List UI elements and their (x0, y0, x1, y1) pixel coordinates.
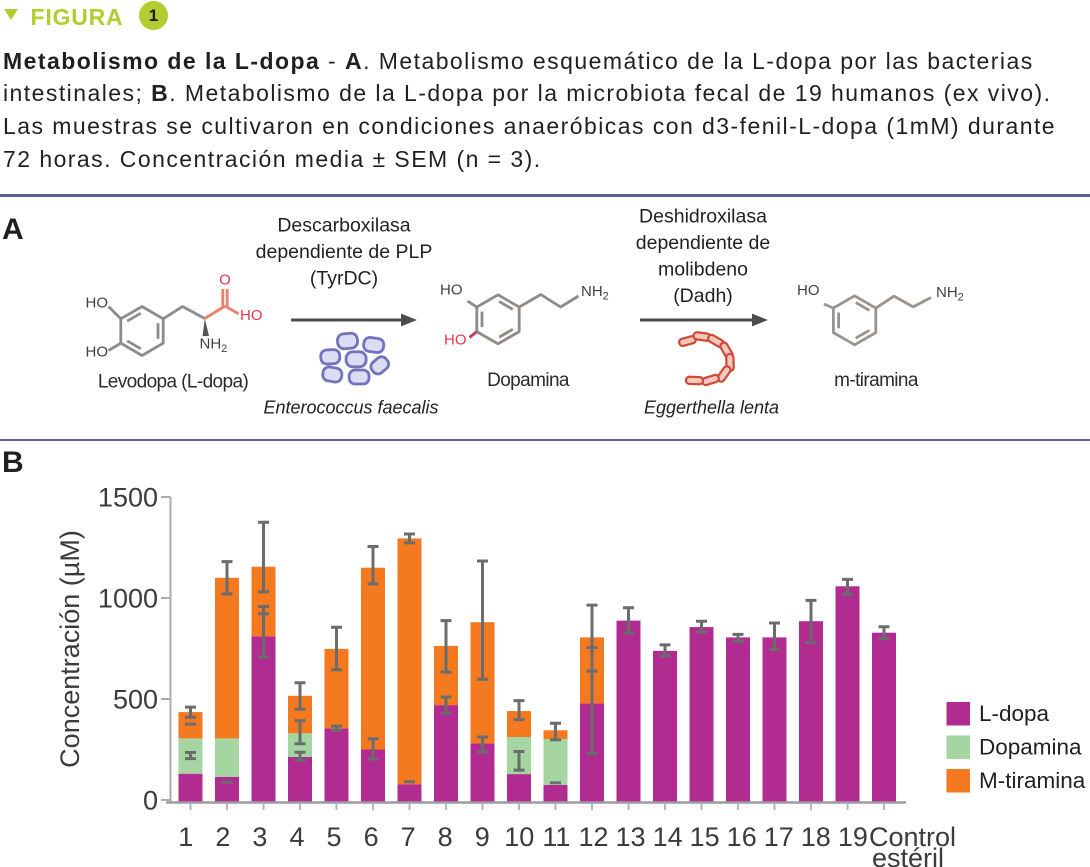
svg-text:1000: 1000 (98, 584, 158, 614)
svg-text:Concentración (µM): Concentración (µM) (55, 530, 85, 768)
svg-text:Enterococcus faecalis: Enterococcus faecalis (263, 398, 438, 418)
svg-text:14: 14 (653, 822, 683, 852)
svg-text:0: 0 (143, 786, 158, 816)
svg-text:Dopamina: Dopamina (487, 370, 570, 391)
svg-text:M-tiramina: M-tiramina (979, 768, 1086, 793)
svg-text:9: 9 (475, 822, 490, 852)
svg-text:HO: HO (86, 344, 109, 361)
svg-text:dependiente de PLP: dependiente de PLP (256, 241, 433, 263)
svg-text:11: 11 (542, 822, 570, 852)
svg-text:15: 15 (690, 822, 720, 852)
svg-text:1: 1 (178, 822, 193, 852)
svg-text:HO: HO (797, 282, 820, 299)
svg-text:18: 18 (801, 822, 831, 852)
svg-text:1500: 1500 (98, 483, 158, 513)
svg-text:500: 500 (113, 685, 158, 715)
svg-text:19: 19 (838, 822, 868, 852)
svg-text:(TyrDC): (TyrDC) (310, 268, 378, 290)
svg-text:molibdeno: molibdeno (658, 259, 748, 281)
svg-text:HO: HO (444, 332, 467, 349)
svg-text:3: 3 (252, 822, 267, 852)
svg-text:6: 6 (364, 822, 379, 852)
svg-text:HO: HO (240, 307, 263, 324)
svg-text:(Dadh): (Dadh) (673, 285, 733, 307)
svg-text:17: 17 (764, 822, 794, 852)
svg-text:10: 10 (504, 822, 534, 852)
svg-text:12: 12 (578, 822, 608, 852)
svg-text:2: 2 (215, 822, 230, 852)
svg-text:NH2: NH2 (200, 336, 228, 356)
svg-text:m-tiramina: m-tiramina (834, 370, 919, 391)
svg-text:L-dopa: L-dopa (979, 701, 1050, 726)
svg-text:16: 16 (727, 822, 757, 852)
svg-text:estéril: estéril (872, 843, 944, 867)
svg-text:Levodopa (L-dopa): Levodopa (L-dopa) (98, 372, 249, 393)
svg-text:4: 4 (289, 822, 304, 852)
svg-text:NH2: NH2 (936, 284, 964, 304)
svg-text:Control: Control (869, 822, 956, 852)
svg-text:NH2: NH2 (581, 283, 609, 303)
svg-text:5: 5 (326, 822, 341, 852)
svg-text:B: B (2, 446, 24, 479)
svg-text:A: A (2, 213, 24, 246)
svg-text:13: 13 (615, 822, 645, 852)
svg-text:8: 8 (438, 822, 453, 852)
svg-text:Dopamina: Dopamina (979, 735, 1082, 760)
svg-text:dependiente de: dependiente de (636, 232, 770, 254)
svg-text:HO: HO (86, 295, 109, 312)
svg-text:Deshidroxilasa: Deshidroxilasa (639, 206, 767, 228)
svg-text:Descarboxilasa: Descarboxilasa (277, 215, 410, 237)
svg-text:O: O (219, 272, 231, 289)
svg-text:Eggerthella lenta: Eggerthella lenta (644, 398, 779, 418)
svg-text:7: 7 (401, 822, 416, 852)
svg-text:HO: HO (440, 282, 463, 299)
